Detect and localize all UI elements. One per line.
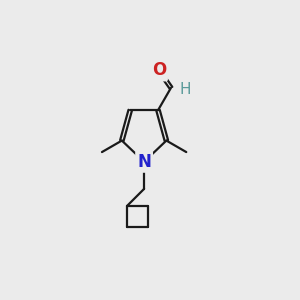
Text: N: N <box>137 153 151 171</box>
Text: H: H <box>180 82 191 97</box>
Text: O: O <box>152 61 166 80</box>
